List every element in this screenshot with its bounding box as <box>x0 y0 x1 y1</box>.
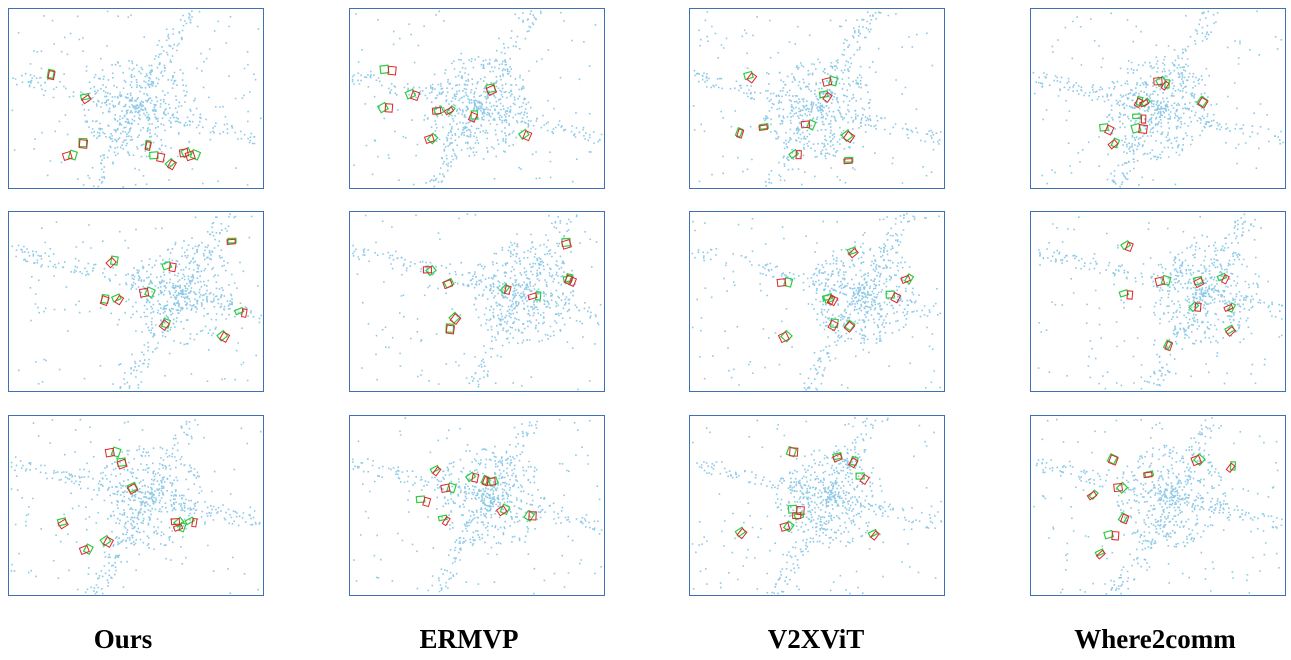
lidar-panel <box>1031 416 1286 596</box>
panel-border <box>690 212 945 392</box>
panel-border <box>9 212 264 392</box>
panel-border <box>350 416 605 596</box>
lidar-panel <box>690 416 945 596</box>
panel-border <box>9 9 264 189</box>
lidar-panel <box>1031 9 1286 189</box>
panel-border <box>1031 9 1286 189</box>
lidar-panel <box>690 212 945 392</box>
lidar-panel <box>9 416 264 596</box>
column-label: Ours <box>0 624 253 655</box>
lidar-panel <box>350 416 605 596</box>
lidar-panel <box>350 212 605 392</box>
panel-border <box>1031 416 1286 596</box>
lidar-panel <box>9 9 264 189</box>
panel-border <box>1031 212 1286 392</box>
panel-border <box>9 416 264 596</box>
lidar-panel <box>1031 212 1286 392</box>
figure: Ours ERMVP V2XViT Where2comm <box>0 0 1291 660</box>
panel-border <box>690 416 945 596</box>
lidar-panel <box>9 212 264 392</box>
lidar-panel <box>690 9 945 189</box>
column-label: Where2comm <box>1025 624 1285 655</box>
column-label: ERMVP <box>339 624 599 655</box>
column-label: V2XViT <box>686 624 946 655</box>
panels <box>0 0 1291 610</box>
panel-border <box>350 9 605 189</box>
lidar-panel <box>350 9 605 189</box>
